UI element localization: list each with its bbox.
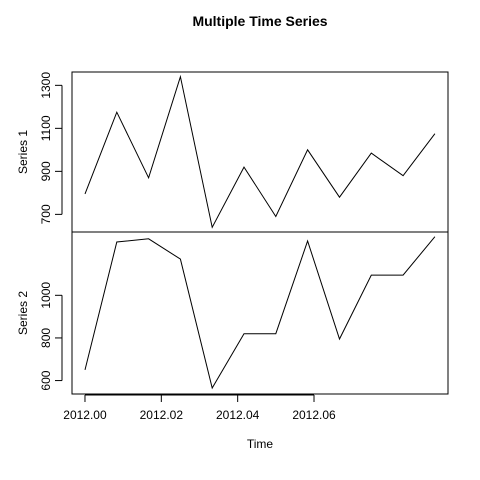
x-axis-label: Time (247, 437, 274, 451)
series-1-y-axis-label: Series 1 (16, 130, 30, 174)
series-1-plot-box (71, 71, 449, 233)
x-axis-tick-label: 2012.06 (292, 408, 336, 422)
x-axis-tick-label: 2012.00 (63, 408, 107, 422)
series-1-y-tick-label: 1100 (39, 115, 53, 141)
series-2-plot-box (71, 231, 449, 395)
series-2-line (84, 236, 436, 390)
series-1-panel: 700 900 1100 1300 Series 1 (16, 71, 449, 233)
series-2-y-tick-label: 800 (39, 328, 53, 348)
x-axis-tick-label: 2012.02 (140, 408, 184, 422)
x-axis-tick-label: 2012.04 (216, 408, 260, 422)
chart-title: Multiple Time Series (192, 13, 327, 29)
series-1-y-tick-label: 700 (39, 204, 53, 224)
series-2-panel: 600 800 1000 Series 2 (16, 231, 449, 395)
series-1-y-ticks: 700 900 1100 1300 (39, 72, 62, 224)
series-1-y-tick-label: 1300 (39, 72, 53, 99)
series-2-y-ticks: 600 800 1000 (39, 282, 62, 391)
series-1-y-tick-label: 900 (39, 161, 53, 181)
x-axis-ticks: 2012.00 2012.02 2012.04 2012.06 (63, 395, 336, 422)
x-axis: 2012.00 2012.02 2012.04 2012.06 Time (63, 394, 336, 451)
series-2-y-tick-label: 1000 (39, 282, 53, 309)
series-2-y-axis-label: Series 2 (16, 291, 30, 335)
series-2-y-tick-label: 600 (39, 370, 53, 390)
series-1-line (84, 74, 436, 229)
